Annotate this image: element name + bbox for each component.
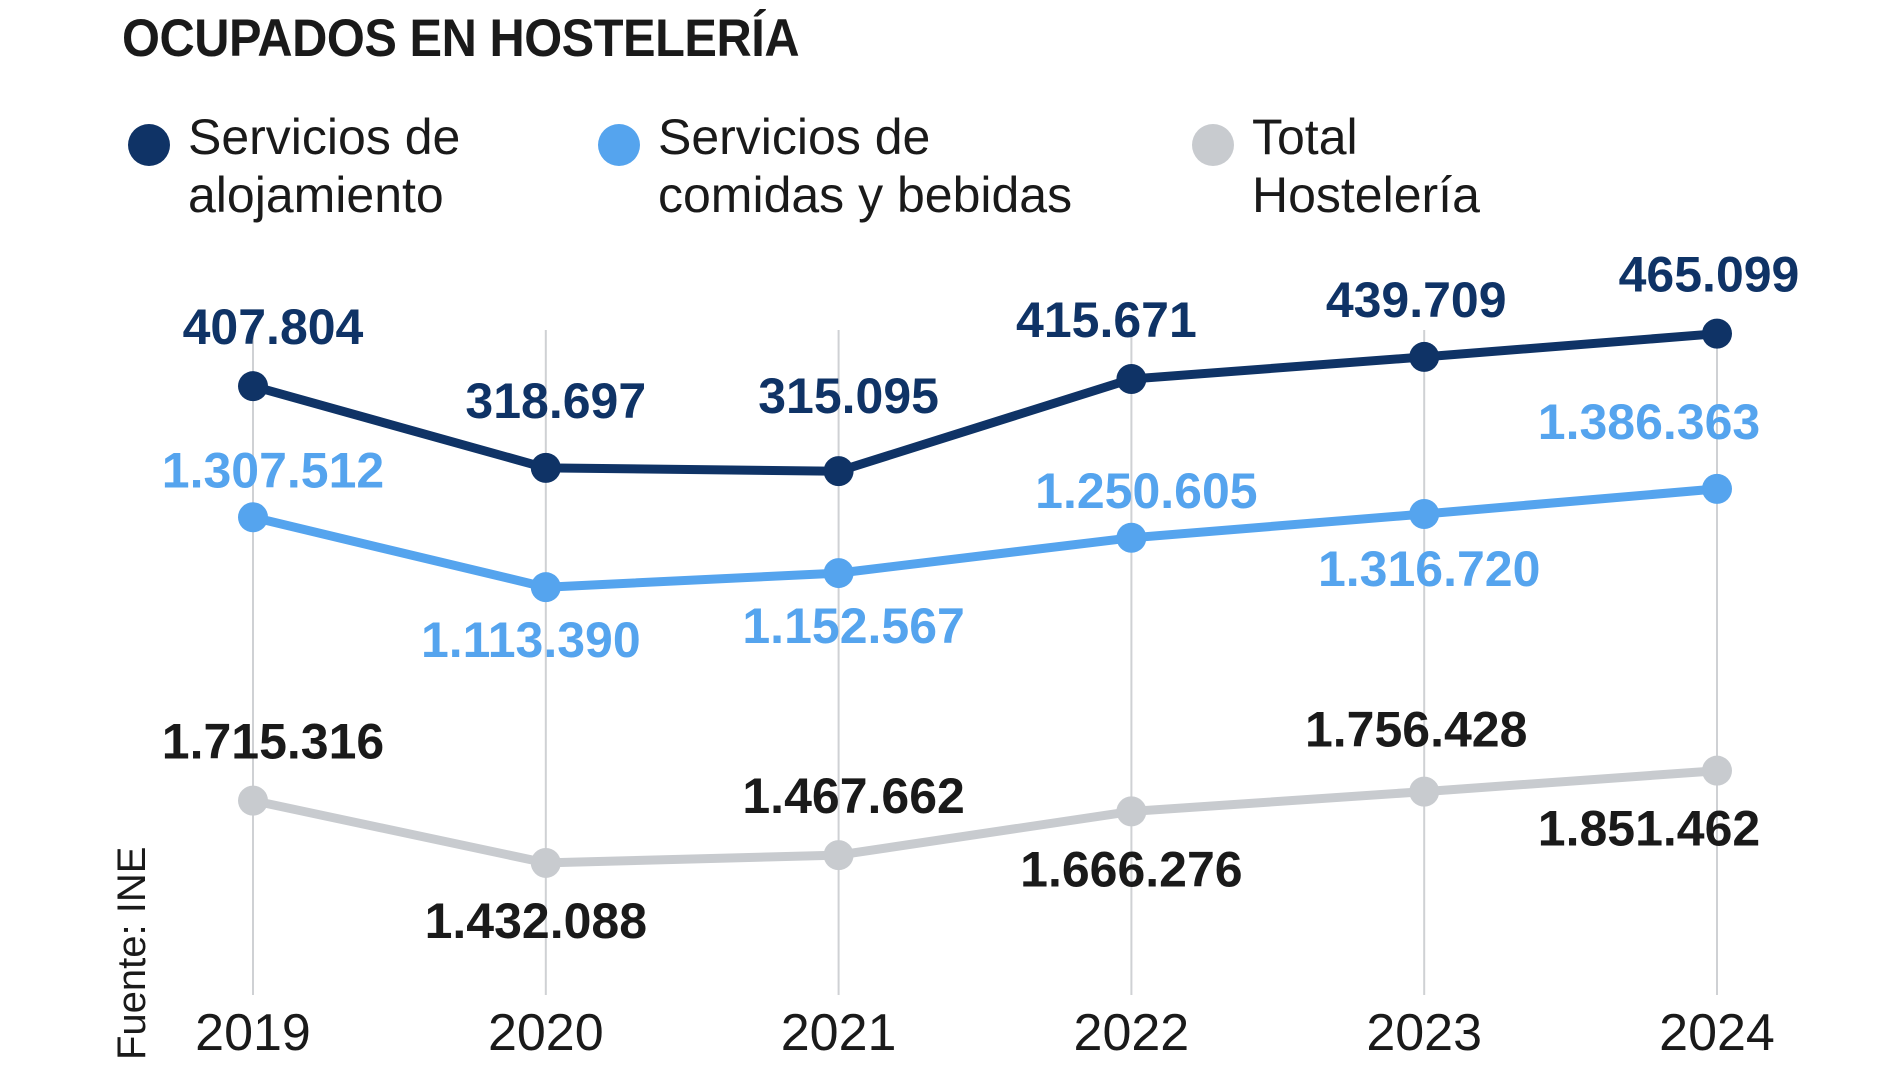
data-label: 1.467.662 xyxy=(742,768,964,824)
legend-dot-icon xyxy=(1192,124,1234,166)
data-point xyxy=(1702,755,1732,786)
data-point xyxy=(530,572,561,603)
x-tick-label: 2023 xyxy=(1366,1004,1482,1062)
data-point xyxy=(1116,522,1147,553)
series-line-2 xyxy=(248,766,1722,868)
data-point xyxy=(823,456,854,487)
legend-label: Total Hostelería xyxy=(1252,109,1480,223)
series-line-0 xyxy=(248,329,1722,476)
data-label: 1.432.088 xyxy=(425,893,647,949)
series-lines xyxy=(248,329,1722,868)
data-label: 1.307.512 xyxy=(162,442,384,498)
series-line-1 xyxy=(248,484,1722,592)
legend-dot-icon xyxy=(598,124,640,166)
data-label: 1.386.363 xyxy=(1538,394,1760,450)
data-label: 1.715.316 xyxy=(162,714,384,770)
data-point xyxy=(823,840,854,871)
legend-label: Servicios de alojamiento xyxy=(188,109,461,223)
data-label: 1.316.720 xyxy=(1318,541,1540,597)
series-points xyxy=(238,318,1732,878)
data-point xyxy=(1409,498,1440,529)
data-label: 315.095 xyxy=(758,368,939,424)
data-point xyxy=(1116,796,1147,827)
legend-item-comidas: Servicios de comidas y bebidas xyxy=(598,108,1072,224)
data-point xyxy=(1409,341,1440,372)
legend-label: Servicios de comidas y bebidas xyxy=(658,109,1073,223)
grid-lines xyxy=(252,330,1718,995)
data-label: 439.709 xyxy=(1326,272,1507,328)
x-tick-label: 2024 xyxy=(1659,1004,1775,1062)
x-tick-label: 2022 xyxy=(1074,1004,1190,1062)
data-label: 1.152.567 xyxy=(742,598,964,654)
data-point xyxy=(1409,776,1440,807)
data-labels: 407.804 318.697 315.095 415.671 439.709 465.0… xyxy=(162,247,1800,949)
data-label: 415.671 xyxy=(1016,292,1197,348)
data-point xyxy=(238,502,268,533)
x-tick-label: 2020 xyxy=(488,1004,604,1062)
data-label: 1.756.428 xyxy=(1305,702,1527,758)
data-point xyxy=(823,558,854,589)
x-axis-ticks: 2019 2020 2021 2022 2023 2024 xyxy=(195,1004,1775,1062)
data-label: 1.666.276 xyxy=(1020,841,1242,897)
data-point xyxy=(238,785,268,816)
data-point xyxy=(1702,318,1732,349)
data-label: 318.697 xyxy=(465,373,646,429)
data-point xyxy=(1116,363,1147,394)
data-label: 1.851.462 xyxy=(1538,801,1760,857)
legend-dot-icon xyxy=(128,124,170,166)
x-tick-label: 2019 xyxy=(195,1004,311,1062)
data-label: 407.804 xyxy=(183,299,364,355)
data-point xyxy=(1702,473,1732,504)
data-label: 1.113.390 xyxy=(421,612,641,668)
legend-item-total: Total Hostelería xyxy=(1192,108,1480,224)
data-label: 465.099 xyxy=(1619,247,1800,303)
data-point xyxy=(238,371,268,402)
data-label: 1.250.605 xyxy=(1035,463,1257,519)
data-point xyxy=(530,452,561,483)
legend-item-alojamiento: Servicios de alojamiento xyxy=(128,108,460,224)
data-point xyxy=(530,847,561,878)
x-tick-label: 2021 xyxy=(781,1004,897,1062)
source-note: Fuente: INE xyxy=(110,846,154,1060)
chart-title: OCUPADOS EN HOSTELERÍA xyxy=(122,9,800,68)
